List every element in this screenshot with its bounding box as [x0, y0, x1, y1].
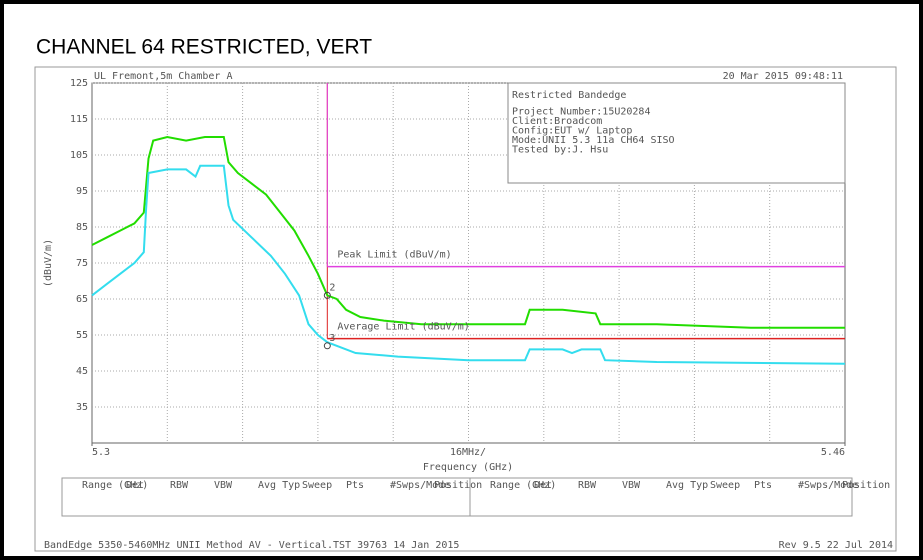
info-box [507, 82, 846, 184]
y-tick-label: 105 [70, 150, 88, 161]
table-header: Avg Typ [666, 480, 708, 491]
header-left: UL Fremont,5m Chamber A [94, 71, 232, 82]
table-header: Pts [754, 480, 772, 491]
y-tick-label: 45 [76, 366, 88, 377]
table-header: VBW [214, 480, 233, 491]
table-header: Sweep [302, 480, 332, 491]
table-header: Position [842, 480, 890, 491]
table-header: Sweep [710, 480, 740, 491]
table-header: Range (GHz) [82, 480, 148, 491]
table-header: #Swps/Mode [390, 480, 450, 491]
trace [91, 164, 846, 365]
table-header: VBW [622, 480, 641, 491]
chart-title: CHANNEL 64 RESTRICTED, VERT [36, 36, 372, 59]
table-header: RBW [170, 480, 189, 491]
info-title: Restricted Bandedge [512, 90, 626, 101]
y-tick-label: 85 [76, 222, 88, 233]
footer-right: Rev 9.5 22 Jul 2014 [779, 540, 893, 551]
limit-label: Average Limit (dBuV/m) [337, 322, 469, 333]
info-line: Mode:UNII 5.3 11a CH64 SISO [512, 135, 675, 146]
marker-label: 2 [329, 282, 335, 293]
y-tick-label: 95 [76, 186, 88, 197]
table-header: Position [434, 480, 482, 491]
marker [323, 342, 331, 350]
y-tick-label: 65 [76, 294, 88, 305]
x-tick-label: 5.3 [92, 447, 110, 458]
table-header: Pts [346, 480, 364, 491]
table-header: Range (GHz) [490, 480, 556, 491]
x-tick-label: 5.46 [821, 447, 845, 458]
y-tick-label: 55 [76, 330, 88, 341]
settings-table [61, 477, 853, 517]
info-line: Tested by:J. Hsu [512, 145, 608, 156]
y-tick-label: 75 [76, 258, 88, 269]
inner-frame [34, 66, 897, 552]
marker-label: 3 [329, 333, 335, 344]
limit-label: Peak Limit (dBuV/m) [337, 250, 451, 261]
y-tick-label: 115 [70, 114, 88, 125]
footer-left: BandEdge 5350-5460MHz UNII Method AV - V… [44, 540, 459, 551]
x-axis-label: Frequency (GHz) [423, 462, 513, 473]
table-header: Det [534, 480, 552, 491]
y-tick-label: 35 [76, 402, 88, 413]
info-line: Project Number:15U20284 [512, 107, 650, 118]
table-header: Avg Typ [258, 480, 300, 491]
header-right: 20 Mar 2015 09:48:11 [723, 71, 843, 82]
info-line: Config:EUT w/ Laptop [512, 126, 632, 137]
table-header: RBW [578, 480, 597, 491]
y-axis-label: (dBuV/m) [43, 239, 54, 287]
table-header: Det [126, 480, 144, 491]
y-tick-label: 125 [70, 78, 88, 89]
trace [91, 135, 845, 329]
table-header: #Swps/Mode [798, 480, 858, 491]
info-line: Client:Broadcom [512, 116, 602, 127]
x-annotation: 16MHz/ [450, 447, 486, 458]
marker [323, 291, 331, 299]
